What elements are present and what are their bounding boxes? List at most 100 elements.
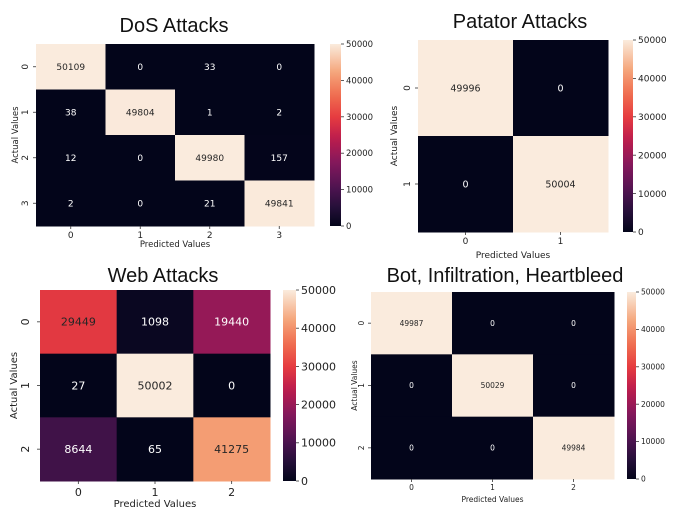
- heatmap-cell: [175, 44, 245, 90]
- heatmap-cell: [40, 353, 118, 418]
- colorbar-tick-label: 0: [641, 475, 646, 484]
- heatmap-cell: [244, 44, 315, 90]
- chart-title: Web Attacks: [108, 265, 219, 287]
- cell-value-label: 33: [204, 63, 215, 73]
- x-tick-label: 2: [228, 486, 235, 499]
- colorbar-tick-label: 50000: [301, 284, 336, 297]
- colorbar-tick-label: 10000: [638, 190, 667, 200]
- y-tick-label: 2: [21, 155, 31, 161]
- y-tick-label: 0: [403, 85, 413, 91]
- heatmap-cell: [105, 89, 176, 136]
- y-tick-label: 1: [19, 382, 32, 389]
- heatmap-cell: [36, 135, 106, 181]
- heatmap-cell: [371, 354, 453, 418]
- colorbar-tick-label: 20000: [301, 398, 336, 411]
- heatmap-cell: [116, 290, 194, 355]
- cell-value-label: 49984: [562, 443, 586, 452]
- y-tick-label: 2: [19, 446, 32, 453]
- x-tick-label: 1: [152, 486, 159, 499]
- colorbar-tick-label: 10000: [301, 437, 336, 450]
- colorbar: [623, 40, 633, 232]
- y-tick-label: 2: [357, 445, 366, 450]
- y-tick-label: 1: [403, 181, 413, 187]
- x-tick-label: 1: [490, 483, 495, 492]
- colorbar-tick-label: 50000: [638, 36, 667, 46]
- y-axis-label: Actual Values: [9, 352, 20, 419]
- heatmap-cell: [533, 292, 615, 355]
- cell-value-label: 29449: [61, 316, 96, 329]
- heatmap-cell: [175, 135, 245, 181]
- heatmap-cell: [371, 416, 453, 480]
- heatmap-cell: [175, 180, 245, 227]
- y-tick-label: 1: [357, 383, 366, 388]
- heatmap-cell: [105, 180, 176, 227]
- colorbar-tick-label: 0: [638, 228, 644, 238]
- x-tick-label: 0: [409, 483, 414, 492]
- cell-value-label: 41275: [214, 443, 249, 456]
- cell-value-label: 0: [276, 63, 282, 73]
- cell-value-label: 1: [207, 108, 213, 118]
- colorbar-tick-label: 40000: [638, 75, 667, 85]
- cell-value-label: 157: [271, 154, 288, 164]
- x-tick-label: 2: [207, 231, 213, 241]
- colorbar-tick-label: 10000: [641, 437, 665, 446]
- colorbar: [330, 44, 341, 226]
- x-axis-label: Predicted Values: [140, 240, 211, 250]
- cell-value-label: 49841: [265, 199, 294, 209]
- cell-value-label: 38: [65, 108, 77, 118]
- heatmap-cell: [418, 136, 514, 233]
- heatmap-cell: [533, 416, 615, 480]
- cell-value-label: 0: [137, 199, 143, 209]
- heatmap-cell: [116, 353, 194, 418]
- cell-value-label: 49996: [450, 83, 480, 94]
- colorbar-tick-label: 20000: [641, 400, 665, 409]
- cell-value-label: 8644: [64, 443, 92, 456]
- cell-value-label: 0: [409, 443, 414, 452]
- heatmap-cell: [244, 180, 315, 227]
- colorbar-tick-label: 20000: [638, 151, 667, 161]
- colorbar-tick-label: 40000: [641, 325, 665, 334]
- cell-value-label: 0: [557, 83, 563, 94]
- cell-value-label: 1098: [141, 316, 169, 329]
- heatmap-panel-1: Patator Attacks 49996 0 0 50004 0 1 0 1 Predicted…: [390, 11, 667, 261]
- colorbar-tick-label: 10000: [346, 186, 373, 196]
- cell-value-label: 12: [65, 154, 76, 164]
- x-tick-label: 0: [68, 231, 74, 241]
- heatmap-cell: [105, 135, 176, 181]
- chart-title: DoS Attacks: [120, 15, 229, 37]
- colorbar: [283, 290, 296, 481]
- cell-value-label: 0: [137, 154, 143, 164]
- colorbar-tick-label: 30000: [638, 113, 667, 123]
- heatmap-cell: [36, 89, 106, 136]
- cell-value-label: 49804: [126, 108, 155, 118]
- colorbar-tick-label: 20000: [346, 149, 373, 159]
- colorbar: [627, 292, 636, 479]
- colorbar-tick-label: 40000: [346, 76, 373, 86]
- chart-title: Patator Attacks: [453, 11, 588, 33]
- cell-value-label: 19440: [214, 316, 249, 329]
- heatmap-cell: [40, 417, 118, 482]
- chart-title: Bot, Infiltration, Heartbleed: [387, 265, 624, 287]
- cell-value-label: 0: [462, 179, 468, 190]
- y-tick-label: 0: [21, 64, 31, 70]
- heatmap-cell: [193, 417, 271, 482]
- cell-value-label: 0: [409, 381, 414, 390]
- x-axis-label: Predicted Values: [114, 499, 197, 510]
- heatmap-cell: [116, 417, 194, 482]
- cell-value-label: 2: [68, 199, 74, 209]
- y-axis-label: Actual Values: [350, 360, 359, 410]
- x-tick-label: 1: [558, 237, 564, 247]
- y-tick-label: 1: [21, 109, 31, 115]
- heatmap-cell: [36, 180, 106, 227]
- cell-value-label: 50002: [138, 379, 173, 392]
- cell-value-label: 0: [490, 443, 495, 452]
- heatmap-cell: [513, 40, 609, 137]
- cell-value-label: 0: [571, 381, 576, 390]
- heatmap-cell: [452, 354, 534, 418]
- cell-value-label: 0: [137, 63, 143, 73]
- cell-value-label: 50029: [481, 381, 505, 390]
- cell-value-label: 0: [571, 319, 576, 328]
- heatmap-cell: [193, 290, 271, 355]
- y-tick-label: 0: [19, 318, 32, 325]
